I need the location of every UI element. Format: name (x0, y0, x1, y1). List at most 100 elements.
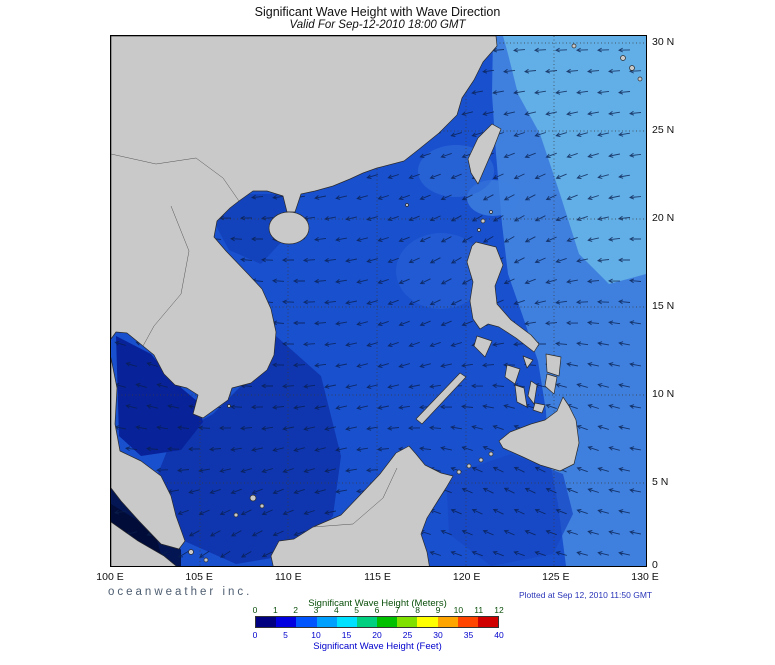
land-luzon (466, 241, 540, 353)
land-hainan (268, 211, 310, 245)
land-pratas-island (405, 203, 409, 207)
land-leyte (544, 373, 558, 395)
feet-tick: 20 (372, 630, 382, 640)
sea-southwest-scs (153, 336, 341, 564)
lon-label: 110 E (274, 571, 302, 583)
map-area (110, 35, 647, 567)
colorbar-segment (256, 617, 277, 627)
legend-meters-title: Significant Wave Height (Meters) (308, 598, 447, 609)
land-malay-peninsula (111, 357, 186, 550)
land-mindoro (473, 335, 493, 358)
page-title: Significant Wave Height with Wave Direct… (254, 5, 501, 19)
meters-tick: 0 (252, 605, 258, 615)
land-sulu-island (478, 457, 484, 463)
meters-tick: 12 (494, 605, 504, 615)
sea-gulf-tonkin (211, 194, 297, 264)
land-sulu-island (488, 451, 494, 457)
meters-tick: 9 (435, 605, 441, 615)
meters-tick: 10 (453, 605, 464, 615)
lon-label: 100 E (96, 571, 124, 583)
land-riau-island (203, 557, 209, 563)
colorbar-segment (397, 617, 418, 627)
land-panay (504, 364, 521, 385)
land-ryukyu-island (571, 43, 577, 49)
land-ryukyu-island (620, 55, 626, 61)
meters-tick: 8 (415, 605, 421, 615)
land-samar (545, 353, 562, 377)
land-sulu-island (466, 463, 472, 469)
land-ryukyu-island (637, 76, 643, 82)
land-natuna-island (259, 503, 265, 509)
colorbar-segment (276, 617, 297, 627)
land-negros (514, 384, 528, 408)
meters-tick: 6 (374, 605, 380, 615)
feet-tick: 40 (494, 630, 504, 640)
land-taiwan (467, 123, 502, 185)
land-babuyan-island (489, 210, 493, 214)
feet-tick: 0 (252, 630, 258, 640)
colorbar-segment (457, 617, 478, 627)
land-anambas-island (233, 512, 239, 518)
feet-tick: 15 (341, 630, 352, 640)
meters-tick: 2 (293, 605, 299, 615)
land-masses (111, 36, 643, 566)
land-sumatra (111, 521, 177, 566)
colorbar-segment (417, 617, 438, 627)
colorbar-segment (377, 617, 398, 627)
land-borneo (270, 445, 454, 566)
feet-tick: 10 (311, 630, 321, 640)
meters-tick: 4 (333, 605, 339, 615)
sea-sulu-celebes (446, 454, 573, 566)
colorbar-segment (296, 617, 317, 627)
land-masbate (522, 355, 534, 369)
country-borders (111, 153, 398, 528)
legend-feet-title: Significant Wave Height (Feet) (313, 641, 442, 652)
meters-tick: 7 (394, 605, 400, 615)
meters-tick: 1 (272, 605, 278, 615)
lat-label: 15 N (652, 300, 675, 312)
land-cebu (527, 380, 538, 405)
oceanweather-credit: oceanweather inc. (108, 586, 253, 598)
sea-nw-luzon (396, 233, 486, 309)
valid-time-subtitle: Valid For Sep-12-2010 18:00 GMT (289, 19, 466, 31)
colorbar-segment (437, 617, 458, 627)
lat-label: 10 N (652, 388, 675, 400)
land-natuna-island (249, 494, 257, 502)
feet-tick: 5 (283, 630, 288, 640)
lon-label: 105 E (185, 571, 213, 583)
land-palawan (415, 372, 467, 425)
land-babuyan-island (477, 228, 481, 232)
meters-tick: 5 (354, 605, 360, 615)
colorbar-segment (316, 617, 337, 627)
land-china-indochina (111, 36, 498, 419)
land-ryukyu-island (629, 65, 635, 71)
feet-tick: 30 (433, 630, 443, 640)
sea-east-china (503, 36, 646, 284)
land-babuyan-island (480, 218, 486, 224)
lon-label: 120 E (452, 571, 481, 583)
lon-label: 130 E (631, 571, 659, 583)
lat-label: 20 N (652, 212, 675, 224)
land-conson-island (227, 404, 231, 408)
feet-tick: 25 (402, 630, 413, 640)
meters-tick: 11 (474, 605, 484, 615)
lat-label: 30 N (652, 36, 675, 48)
colorbar (255, 616, 499, 628)
feet-tick: 35 (463, 630, 474, 640)
lon-label: 125 E (542, 571, 570, 583)
colorbar-segment (477, 617, 499, 627)
colorbar-segment (356, 617, 378, 627)
colorbar-segment (336, 617, 357, 627)
land-riau-island (188, 549, 194, 555)
land-bohol (532, 402, 546, 414)
lat-label: 5 N (652, 476, 669, 488)
lon-label: 115 E (364, 571, 391, 583)
land-sulu-island (456, 469, 462, 475)
plotted-timestamp: Plotted at Sep 12, 2010 11:50 GMT (519, 590, 653, 600)
land-mindanao (498, 396, 580, 472)
lat-label: 25 N (652, 124, 675, 136)
map-canvas (111, 36, 646, 566)
lat-label: 0 (652, 559, 658, 571)
meters-tick: 3 (313, 605, 319, 615)
